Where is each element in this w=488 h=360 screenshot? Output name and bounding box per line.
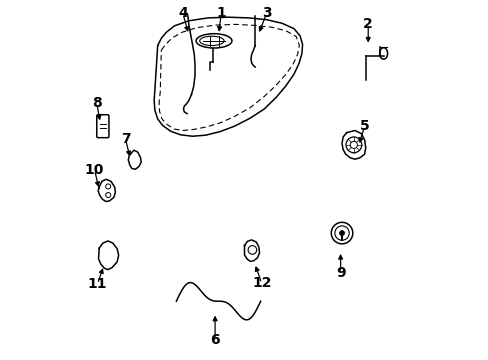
- Text: 9: 9: [335, 266, 345, 279]
- Text: 5: 5: [359, 119, 369, 133]
- Text: 10: 10: [85, 163, 104, 177]
- Text: 1: 1: [216, 6, 225, 20]
- Text: 6: 6: [210, 333, 220, 347]
- Circle shape: [339, 230, 344, 235]
- Text: 8: 8: [92, 96, 102, 110]
- Text: 12: 12: [251, 276, 271, 290]
- Text: 3: 3: [262, 6, 271, 20]
- Text: 4: 4: [178, 6, 187, 20]
- Text: 2: 2: [363, 17, 372, 31]
- Text: 7: 7: [121, 132, 130, 146]
- Text: 11: 11: [87, 277, 107, 291]
